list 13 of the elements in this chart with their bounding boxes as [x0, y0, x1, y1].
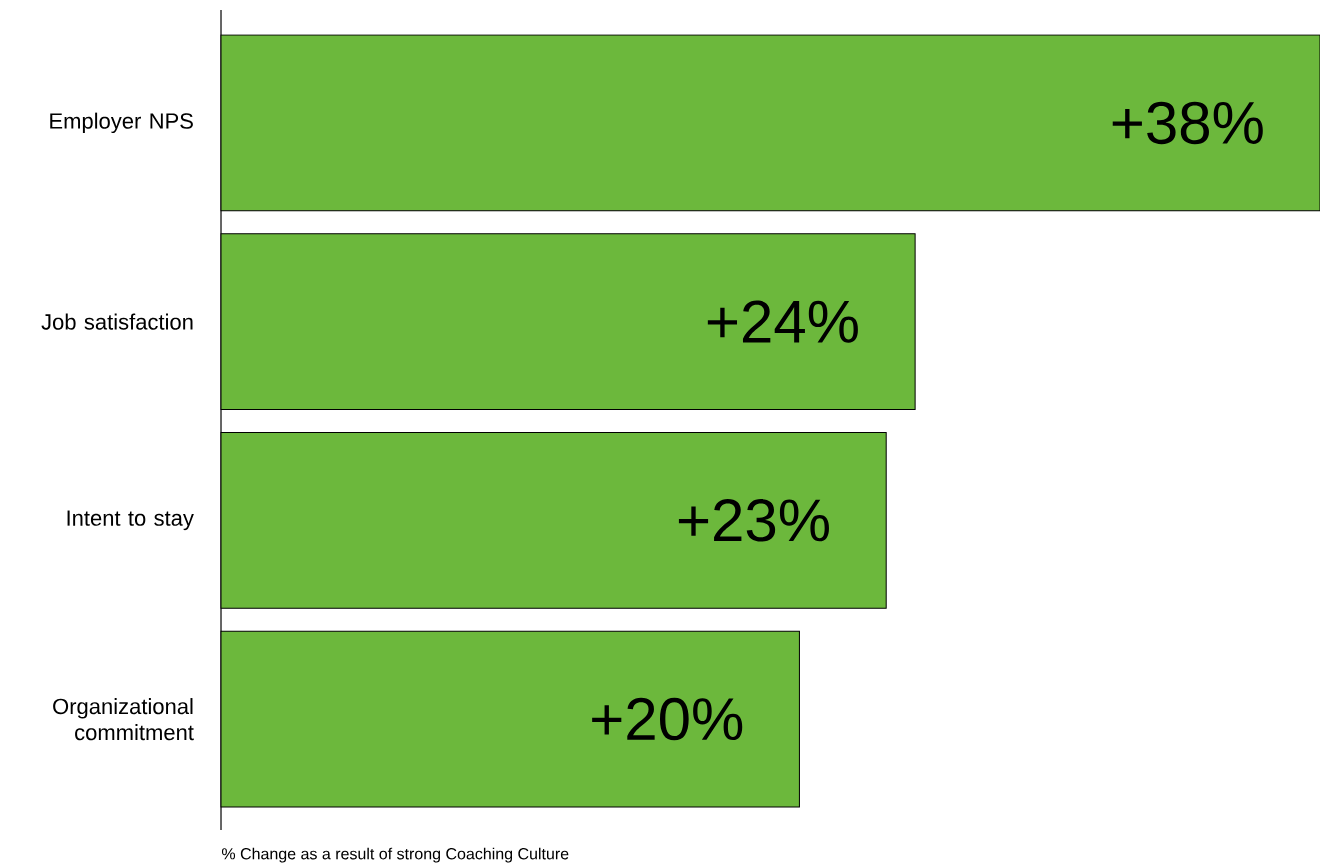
bar	[220, 432, 887, 609]
bar	[220, 630, 800, 808]
data-label: +38%	[1112, 101, 1263, 145]
y-tick-label: Employer NPS	[50, 112, 193, 134]
data-label: +24%	[707, 300, 858, 343]
y-tick-label: Organizational commitment	[53, 698, 194, 741]
text: % Change as a result of strong Coaching Culture	[221, 847, 569, 863]
bar	[220, 233, 916, 410]
y-tick-label: Job satisfaction	[41, 313, 193, 330]
bar	[220, 34, 1320, 212]
data-label: +23%	[678, 499, 829, 542]
y-tick-label: Intent to stay	[67, 510, 194, 531]
data-label: +20%	[592, 697, 743, 741]
